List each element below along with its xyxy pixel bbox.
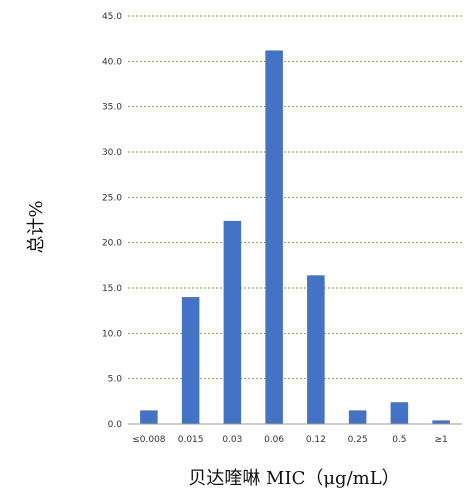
y-tick-label: 40.0 [102, 57, 122, 67]
x-tick-label: 0.03 [222, 435, 242, 445]
bar-4 [307, 275, 325, 424]
y-tick-label: 0.0 [108, 420, 123, 430]
x-tick-label: 0.015 [178, 435, 204, 445]
x-tick-label: ≥1 [434, 435, 447, 445]
bar-2 [223, 220, 242, 424]
x-tick-label: 0.12 [306, 435, 326, 445]
y-tick-label: 35.0 [102, 103, 122, 113]
y-tick-label: 25.0 [102, 193, 122, 203]
y-tick-label: 10.0 [102, 329, 122, 339]
gridlines [128, 15, 462, 380]
bar-5 [348, 410, 367, 424]
y-tick-label: 45.0 [102, 12, 122, 22]
bar-6 [390, 402, 409, 424]
y-tick-label: 30.0 [102, 148, 122, 158]
y-tick-label: 20.0 [102, 239, 122, 249]
x-tick-label: ≤0.008 [132, 435, 166, 445]
bar-7 [432, 420, 450, 424]
bar-1 [181, 297, 200, 424]
y-tick-labels: 0.0 5.0 10.0 15.0 20.0 25.0 30.0 35.0 40.0 45.0 [102, 12, 122, 430]
x-tick-label: 0.06 [264, 435, 284, 445]
x-tick-labels: ≤0.008 0.015 0.03 0.06 0.12 0.25 0.5 ≥1 [132, 435, 448, 445]
y-tick-label: 5.0 [108, 375, 123, 385]
x-tick-label: 0.25 [348, 435, 368, 445]
bar-3 [265, 50, 283, 424]
x-axis-title: 贝达喹啉 MIC（μg/mL） [188, 468, 399, 489]
x-tick-label: 0.5 [392, 435, 406, 445]
y-tick-label: 15.0 [102, 284, 122, 294]
bars [140, 50, 450, 424]
bar-0 [140, 410, 158, 424]
y-axis-title: 总计% [26, 200, 47, 253]
